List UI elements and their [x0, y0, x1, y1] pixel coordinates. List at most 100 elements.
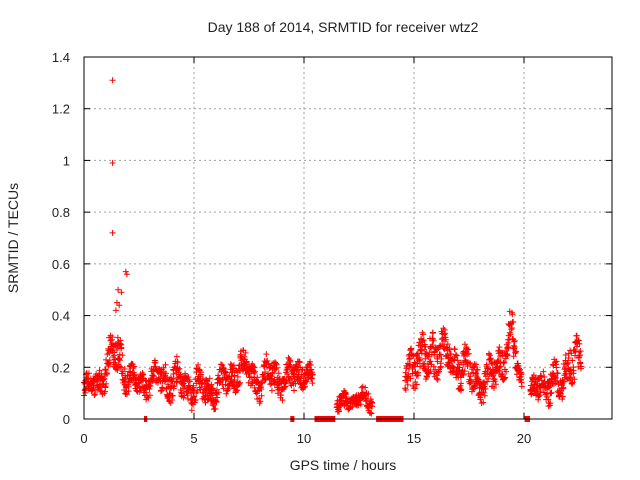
data-point: [458, 380, 465, 387]
data-point: [140, 371, 147, 378]
data-point: [367, 409, 374, 416]
data-point: [308, 375, 315, 382]
data-point: [554, 370, 561, 377]
data-point: [308, 366, 315, 373]
data-point: [511, 337, 518, 344]
data-point: [212, 405, 219, 412]
data-point: [333, 401, 340, 408]
y-tick-label: 1: [63, 153, 70, 168]
data-point: [420, 337, 427, 344]
x-axis-title: GPS time / hours: [290, 457, 397, 473]
data-point: [553, 364, 560, 371]
data-point: [158, 369, 165, 376]
data-point: [500, 360, 507, 367]
data-point: [550, 370, 557, 377]
data-point: [242, 349, 249, 356]
data-point: [572, 348, 579, 355]
data-point: [518, 383, 525, 390]
x-axis: 0 5 10 15 20: [80, 57, 531, 446]
data-point: [516, 365, 523, 372]
data-point: [234, 373, 241, 380]
data-point: [243, 358, 250, 365]
data-point: [116, 363, 123, 370]
data-point: [402, 385, 409, 392]
data-point: [429, 330, 436, 337]
data-point: [576, 340, 583, 347]
data-point: [446, 346, 453, 353]
data-point: [414, 360, 421, 367]
data-point: [503, 351, 510, 358]
data-point: [492, 378, 499, 385]
data-point: [534, 380, 541, 387]
data-point: [223, 390, 230, 397]
data-point: [169, 392, 176, 399]
data-point: [176, 365, 183, 372]
data-point: [428, 343, 435, 350]
data-point: [465, 350, 472, 357]
data-point: [309, 371, 316, 378]
data-point: [191, 393, 198, 400]
data-point: [507, 331, 514, 338]
data-point: [116, 302, 123, 309]
data-point: [477, 394, 484, 401]
data-point: [518, 371, 525, 378]
data-point: [422, 367, 429, 374]
data-point: [147, 383, 154, 390]
data-point: [407, 361, 414, 368]
data-point: [492, 381, 499, 388]
data-point: [142, 377, 149, 384]
data-point: [480, 399, 487, 406]
data-point: [509, 311, 516, 318]
data-point: [279, 397, 286, 404]
data-point: [349, 403, 356, 410]
data-point: [257, 398, 264, 405]
data-point: [278, 392, 285, 399]
data-point: [426, 369, 433, 376]
data-point: [103, 369, 110, 376]
data-point: [111, 352, 118, 359]
data-point: [564, 359, 571, 366]
data-point: [429, 336, 436, 343]
data-point: [264, 357, 271, 364]
data-point: [568, 350, 575, 357]
data-point: [199, 375, 206, 382]
data-point: [365, 390, 372, 397]
data-point: [486, 356, 493, 363]
data-point: [99, 377, 106, 384]
y-tick-label: 0.4: [52, 309, 70, 324]
data-point: [474, 366, 481, 373]
y-tick-label: 1.4: [52, 50, 70, 65]
data-point: [406, 362, 413, 369]
data-point: [269, 370, 276, 377]
data-point: [480, 389, 487, 396]
data-point: [560, 378, 567, 385]
data-point: [497, 363, 504, 370]
data-point: [283, 379, 290, 386]
data-point: [308, 375, 315, 382]
data-point: [91, 392, 98, 399]
data-point: [421, 346, 428, 353]
data-point: [559, 393, 566, 400]
data-point: [164, 381, 171, 388]
data-point: [216, 379, 223, 386]
data-point: [417, 363, 424, 370]
data-point: [496, 344, 503, 351]
data-point: [143, 389, 150, 396]
data-point: [503, 368, 510, 375]
data-point: [109, 160, 116, 167]
data-point: [577, 348, 584, 355]
data-point: [460, 361, 467, 368]
data-point: [440, 345, 447, 352]
data-point: [259, 380, 266, 387]
data-point: [569, 379, 576, 386]
data-point: [413, 351, 420, 358]
data-point: [82, 389, 89, 396]
data-point: [430, 337, 437, 344]
data-point: [197, 369, 204, 376]
data-point: [463, 345, 470, 352]
data-point: [119, 352, 126, 359]
data-point: [560, 385, 567, 392]
data-point: [186, 378, 193, 385]
data-point: [546, 384, 553, 391]
data-point: [454, 357, 461, 364]
